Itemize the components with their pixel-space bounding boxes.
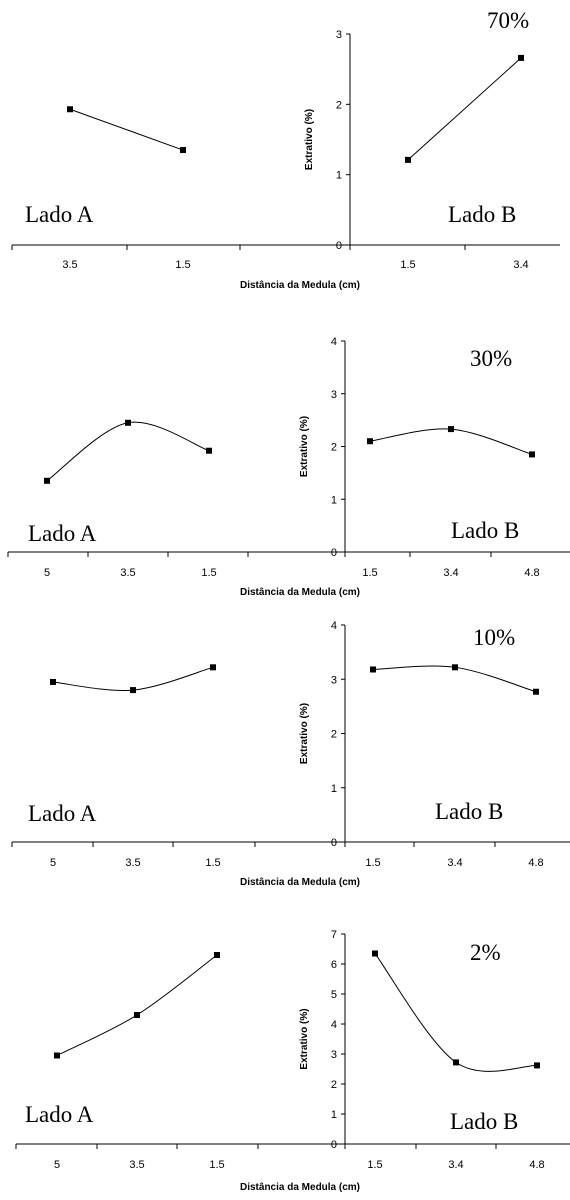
x-tick-label-b: 1.5 — [400, 259, 415, 271]
concentration-label: 70% — [487, 8, 529, 33]
x-tick-label-a: 1.5 — [175, 259, 190, 271]
y-tick-label: 2 — [331, 729, 337, 741]
series-line-side-a — [52, 666, 214, 692]
panel-10pct: 0 1 2 3 4 Extrativo (%) 5 3.5 1.5 1.5 3.4 4.8 Distân… — [11, 620, 570, 888]
data-point-side-b — [370, 666, 376, 673]
panel-30pct: 0 1 2 3 4 Extrativo (%) 5 3.5 1.5 1.5 3.4 4.8 Distân… — [7, 336, 570, 598]
x-tick-label-a: 3.5 — [120, 567, 135, 579]
data-point-side-a — [50, 678, 56, 685]
panel-2pct: 0 1 2 3 4 5 6 7 Extrativo (%) 5 3.5 1.5 1.5 3.4 4.8 Dis… — [15, 929, 570, 1193]
x-tick-label-b: 1.5 — [367, 1159, 382, 1171]
lado-a-label: Lado A — [25, 202, 94, 227]
x-tick-label-b: 3.4 — [447, 857, 462, 869]
data-point-side-b — [372, 950, 378, 957]
y-tick-label: 2 — [331, 442, 337, 454]
y-tick-label: 7 — [331, 929, 337, 941]
data-point-side-b — [529, 451, 535, 458]
data-point-side-a — [214, 952, 220, 958]
y-axis-title: Extrativo (%) — [299, 1008, 310, 1069]
data-point-side-b — [367, 438, 373, 445]
concentration-label: 10% — [473, 625, 515, 650]
x-tick-label-a: 1.5 — [209, 1159, 224, 1171]
y-tick-label: 1 — [331, 1109, 337, 1121]
lado-a-label: Lado A — [28, 801, 97, 826]
y-axis-title: Extrativo (%) — [299, 416, 310, 477]
y-tick-label: 5 — [331, 989, 337, 1001]
data-point-side-a — [206, 447, 212, 454]
y-tick-label: 6 — [331, 959, 337, 971]
data-point-side-a — [67, 106, 73, 113]
concentration-label: 2% — [470, 940, 501, 965]
x-tick-label-b: 4.8 — [528, 857, 543, 869]
y-tick-label: 3 — [336, 29, 342, 41]
x-tick-label-b: 1.5 — [365, 857, 380, 869]
series-line-side-b — [369, 428, 533, 455]
series-line-side-a — [46, 421, 210, 482]
x-tick-label-a: 5 — [54, 1159, 60, 1171]
y-tick-label: 1 — [331, 783, 337, 795]
data-point-side-a — [180, 147, 186, 154]
y-tick-label: 0 — [331, 547, 337, 559]
x-axis-title: Distância da Medula (cm) — [240, 1182, 360, 1193]
data-point-side-b — [533, 688, 539, 695]
data-point-side-a — [210, 664, 216, 671]
data-point-side-a — [54, 1052, 60, 1059]
y-tick-label: 0 — [331, 837, 337, 849]
y-tick-label: 0 — [336, 240, 342, 252]
x-axis-title: Distância da Medula (cm) — [240, 280, 360, 291]
x-tick-label-a: 3.5 — [62, 259, 77, 271]
data-point-side-b — [405, 156, 411, 163]
series-line-side-a — [56, 954, 218, 1056]
y-tick-label: 3 — [331, 674, 337, 686]
y-tick-label: 4 — [331, 620, 337, 632]
data-point-side-a — [44, 477, 50, 484]
y-tick-label: 0 — [331, 1139, 337, 1151]
lado-b-label: Lado B — [435, 799, 503, 824]
x-tick-label-a: 1.5 — [201, 567, 216, 579]
x-tick-label-a: 5 — [44, 567, 50, 579]
data-point-side-b — [518, 54, 524, 61]
concentration-label: 30% — [470, 346, 512, 371]
x-tick-label-b: 1.5 — [362, 567, 377, 579]
x-tick-label-b: 3.4 — [448, 1159, 463, 1171]
x-tick-label-b: 3.4 — [443, 567, 458, 579]
x-tick-label-a: 5 — [50, 857, 56, 869]
data-point-side-a — [125, 419, 131, 426]
series-line-side-b — [374, 953, 538, 1072]
y-tick-label: 1 — [336, 170, 342, 182]
y-tick-label: 4 — [331, 336, 337, 348]
x-tick-label-b: 4.8 — [529, 1159, 544, 1171]
data-point-side-b — [453, 1059, 459, 1066]
panel-70pct: 0 1 2 3 Extrativo (%) 3.5 1.5 1.5 3.4 Distância d… — [11, 8, 560, 291]
lado-b-label: Lado B — [450, 1109, 518, 1134]
lado-a-label: Lado A — [25, 1102, 94, 1127]
y-tick-label: 1 — [331, 494, 337, 506]
y-axis-title: Extrativo (%) — [299, 703, 310, 764]
lado-b-label: Lado B — [448, 202, 516, 227]
data-point-side-a — [134, 1012, 140, 1018]
y-tick-label: 3 — [331, 389, 337, 401]
y-axis-title: Extrativo (%) — [304, 109, 315, 170]
x-axis-title: Distância da Medula (cm) — [240, 587, 360, 598]
y-tick-label: 2 — [336, 99, 342, 111]
series-line-side-b — [407, 57, 522, 161]
lado-b-label: Lado B — [451, 518, 519, 543]
data-point-side-b — [452, 664, 458, 671]
x-tick-label-b: 3.4 — [513, 259, 528, 271]
lado-a-label: Lado A — [28, 521, 97, 546]
x-axis-title: Distância da Medula (cm) — [240, 877, 360, 888]
y-tick-label: 3 — [331, 1049, 337, 1061]
x-tick-label-b: 4.8 — [524, 567, 539, 579]
x-tick-label-a: 3.5 — [129, 1159, 144, 1171]
x-tick-label-a: 3.5 — [125, 857, 140, 869]
y-tick-label: 4 — [331, 1019, 337, 1031]
data-point-side-b — [534, 1062, 540, 1069]
data-point-side-b — [448, 426, 454, 433]
series-line-side-a — [69, 108, 184, 151]
x-tick-label-a: 1.5 — [205, 857, 220, 869]
data-point-side-a — [130, 687, 136, 694]
y-tick-label: 2 — [331, 1079, 337, 1091]
